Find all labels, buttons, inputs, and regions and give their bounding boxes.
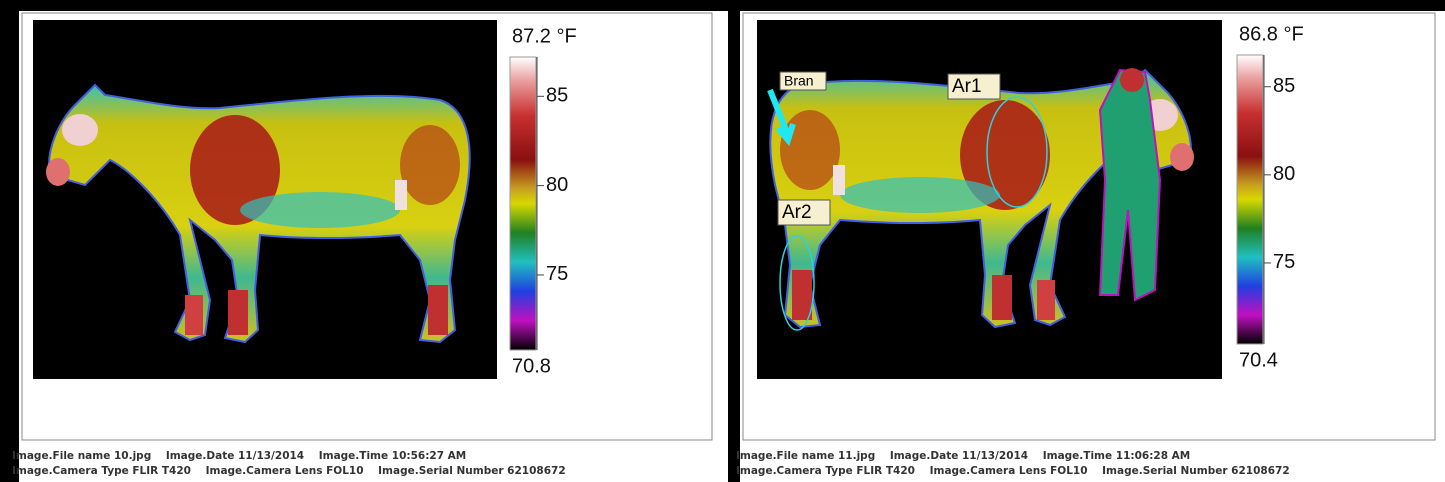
color-scale xyxy=(509,56,537,351)
left-bar xyxy=(0,0,19,482)
area-ellipse xyxy=(986,96,1048,208)
top-bar xyxy=(0,0,1445,11)
annotation: Bran xyxy=(784,73,814,89)
middle-bar xyxy=(728,0,740,482)
annotation-box xyxy=(777,199,831,226)
annotation-box xyxy=(947,73,1001,100)
color-scale xyxy=(1236,54,1264,345)
scale-tick-label: 85 xyxy=(1273,75,1295,97)
info-line: Image.Camera Type FLIR T420 Image.Camera… xyxy=(12,465,566,477)
scale-max-label: 86.8 °F xyxy=(1239,23,1304,45)
annotation: Ar2 xyxy=(782,202,812,223)
scale-min-label: 70.4 xyxy=(1239,349,1278,371)
scale-max-label: 87.2 °F xyxy=(512,25,577,47)
scale-tick-label: 75 xyxy=(1273,251,1295,273)
area-ellipse xyxy=(779,235,815,331)
info-line: Image.File name 10.jpg Image.Date 11/13/… xyxy=(12,450,466,462)
info-line: Image.Camera Type FLIR T420 Image.Camera… xyxy=(736,465,1290,477)
scale-tick-label: 85 xyxy=(546,85,568,107)
info-line: Image.File name 11.jpg Image.Date 11/13/… xyxy=(736,450,1190,462)
scale-tick-label: 80 xyxy=(546,174,568,196)
arrow xyxy=(767,88,796,147)
scale-min-label: 70.8 xyxy=(512,355,551,377)
horse xyxy=(769,68,1195,328)
annotation-box xyxy=(779,71,827,91)
scale-tick-label: 75 xyxy=(546,263,568,285)
annotation: Ar1 xyxy=(952,76,982,97)
scale-tick-label: 80 xyxy=(1273,163,1295,185)
